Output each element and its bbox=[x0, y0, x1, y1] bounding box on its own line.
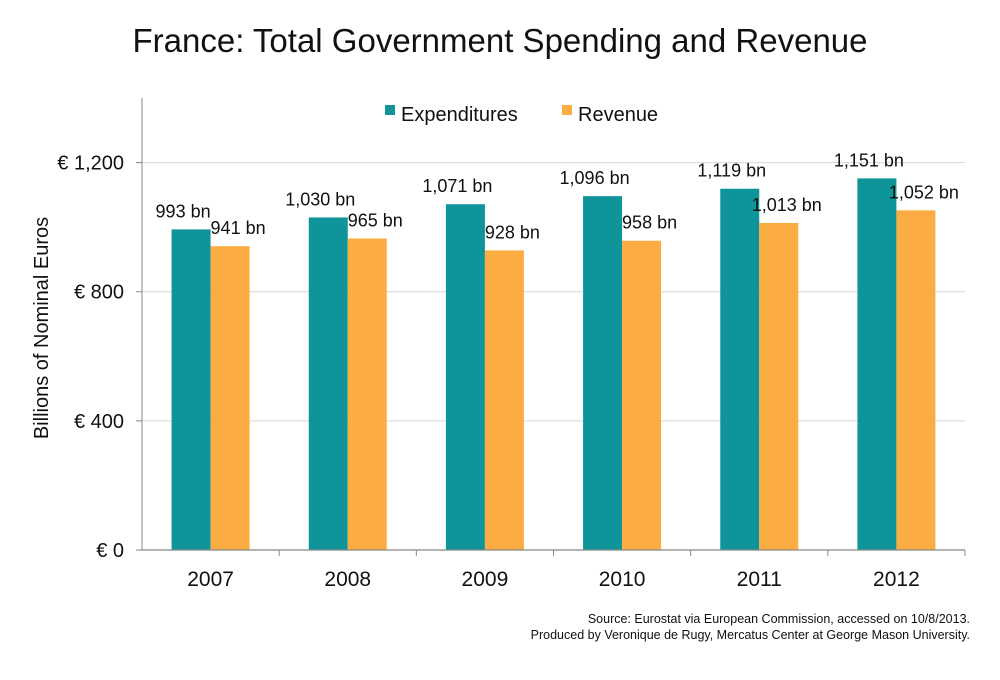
bar-expenditures-2008 bbox=[308, 217, 348, 550]
legend-label: Revenue bbox=[578, 104, 658, 126]
data-label: 1,030 bn bbox=[285, 189, 355, 209]
bar-revenue-2009 bbox=[484, 250, 524, 551]
legend-swatch-revenue bbox=[562, 105, 572, 115]
legend: Expenditures Revenue bbox=[385, 104, 658, 126]
data-label: 1,052 bn bbox=[889, 182, 959, 202]
credit-note: Produced by Veronique de Rugy, Mercatus … bbox=[530, 628, 970, 642]
y-tick-label: € 800 bbox=[74, 282, 124, 304]
data-label: 1,013 bn bbox=[752, 195, 822, 215]
data-label: 1,096 bn bbox=[560, 168, 630, 188]
bar-expenditures-2010 bbox=[583, 196, 623, 551]
bar-expenditures-2009 bbox=[445, 204, 485, 550]
data-label: 958 bn bbox=[622, 213, 677, 233]
data-label: 941 bn bbox=[211, 218, 266, 238]
bars bbox=[171, 178, 936, 551]
y-tick-label: € 400 bbox=[74, 411, 124, 433]
x-tick-label: 2011 bbox=[737, 568, 782, 591]
data-label: 965 bn bbox=[348, 210, 403, 230]
axes: € 0 € 400 € 800 € 1,200 Billions of Nominal … bbox=[31, 98, 966, 591]
y-tick-label: € 1,200 bbox=[57, 153, 124, 175]
legend-label: Expenditures bbox=[401, 104, 518, 126]
gridlines bbox=[142, 162, 965, 422]
y-axis-title: Billions of Nominal Euros bbox=[31, 217, 53, 439]
x-tick-label: 2009 bbox=[462, 568, 509, 591]
bar-revenue-2007 bbox=[210, 246, 250, 551]
source-note: Source: Eurostat via European Commission… bbox=[587, 612, 970, 626]
bar-expenditures-2011 bbox=[720, 188, 760, 551]
bar-revenue-2012 bbox=[896, 210, 936, 550]
chart-title: France: Total Government Spending and Re… bbox=[132, 22, 868, 59]
legend-swatch-expenditures bbox=[385, 105, 395, 115]
data-label: 1,119 bn bbox=[697, 161, 766, 181]
bar-expenditures-2007 bbox=[171, 229, 211, 550]
data-label: 993 bn bbox=[156, 201, 211, 221]
bar-revenue-2008 bbox=[347, 238, 387, 550]
bar-expenditures-2012 bbox=[857, 178, 897, 551]
data-label: 1,151 bn bbox=[834, 150, 904, 170]
bar-revenue-2010 bbox=[622, 240, 662, 550]
x-tick-label: 2008 bbox=[324, 568, 371, 591]
bar-revenue-2011 bbox=[759, 222, 799, 550]
x-tick-label: 2007 bbox=[187, 568, 234, 591]
data-label: 1,071 bn bbox=[422, 176, 492, 196]
x-tick-label: 2012 bbox=[873, 568, 920, 591]
x-tick-label: 2010 bbox=[599, 568, 646, 591]
y-tick-label: € 0 bbox=[96, 540, 124, 562]
data-label: 928 bn bbox=[485, 222, 540, 242]
